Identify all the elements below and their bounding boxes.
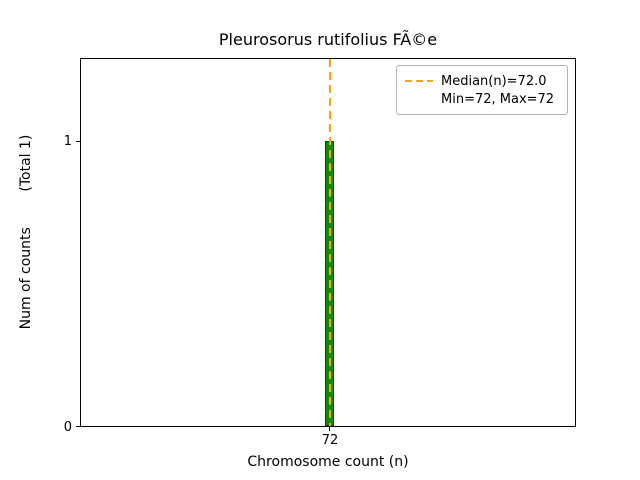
- x-axis-label: Chromosome count (n): [247, 454, 409, 470]
- y-tick-mark-0: [76, 426, 80, 427]
- y-tick-label-0: 0: [63, 420, 72, 435]
- x-tick-label: 72: [321, 433, 339, 448]
- x-tick-mark: [329, 427, 330, 431]
- y-axis-label: Num of counts (Total 1): [18, 134, 34, 330]
- legend-row-minmax: Min=72, Max=72: [405, 90, 559, 108]
- legend-spacer: [405, 98, 433, 100]
- y-tick-mark-1: [76, 141, 80, 142]
- median-dashed-line: [329, 59, 331, 426]
- legend-median-label: Median(n)=72.0: [441, 73, 547, 89]
- legend-minmax-label: Min=72, Max=72: [441, 91, 555, 107]
- legend-row-median: Median(n)=72.0: [405, 72, 559, 90]
- y-tick-label-1: 1: [63, 134, 72, 149]
- legend: Median(n)=72.0 Min=72, Max=72: [396, 65, 568, 115]
- chart-title: Pleurosorus rutifolius FÃ©e: [218, 30, 438, 49]
- median-line-sample-icon: [405, 80, 433, 82]
